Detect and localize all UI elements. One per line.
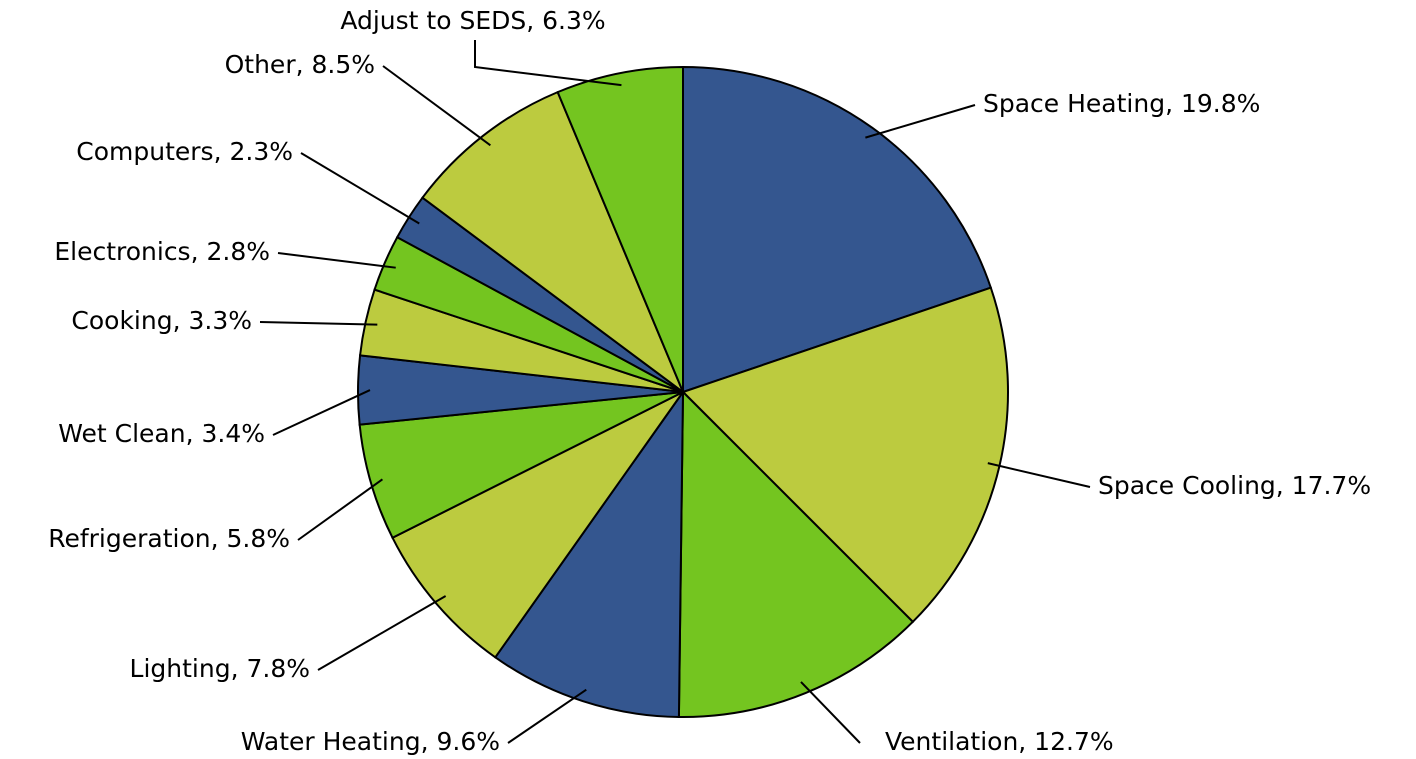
pie-slice [391, 391, 684, 659]
slice-label: Adjust to SEDS, 6.3% [340, 6, 605, 35]
leader-line [987, 462, 1091, 488]
leader-line [259, 321, 378, 326]
leader-line [474, 40, 622, 87]
pie-slice [682, 65, 993, 394]
slice-label: Ventilation, 12.7% [885, 727, 1114, 756]
leader-line [507, 688, 587, 744]
slice-label: Water Heating, 9.6% [241, 727, 500, 756]
leader-line [297, 478, 384, 541]
leader-line [800, 681, 861, 744]
pie-slice [421, 90, 686, 395]
slice-label: Space Heating, 19.8% [983, 89, 1260, 118]
slice-label: Space Cooling, 17.7% [1098, 471, 1371, 500]
pie-slice [677, 389, 915, 718]
leader-line [272, 389, 371, 436]
slice-label: Wet Clean, 3.4% [58, 419, 265, 448]
slice-label: Electronics, 2.8% [54, 237, 270, 266]
slice-label: Lighting, 7.8% [130, 654, 310, 683]
slice-label: Refrigeration, 5.8% [48, 524, 290, 553]
leader-line [382, 65, 491, 147]
slice-label: Cooking, 3.3% [71, 306, 252, 335]
leader-line [865, 104, 976, 139]
pie-slice [556, 65, 684, 393]
leader-line [317, 595, 447, 671]
leader-line [300, 152, 420, 225]
slice-label: Computers, 2.3% [76, 137, 293, 166]
slice-label: Other, 8.5% [225, 50, 375, 79]
pie-slice [493, 388, 685, 718]
leader-line [277, 252, 396, 269]
